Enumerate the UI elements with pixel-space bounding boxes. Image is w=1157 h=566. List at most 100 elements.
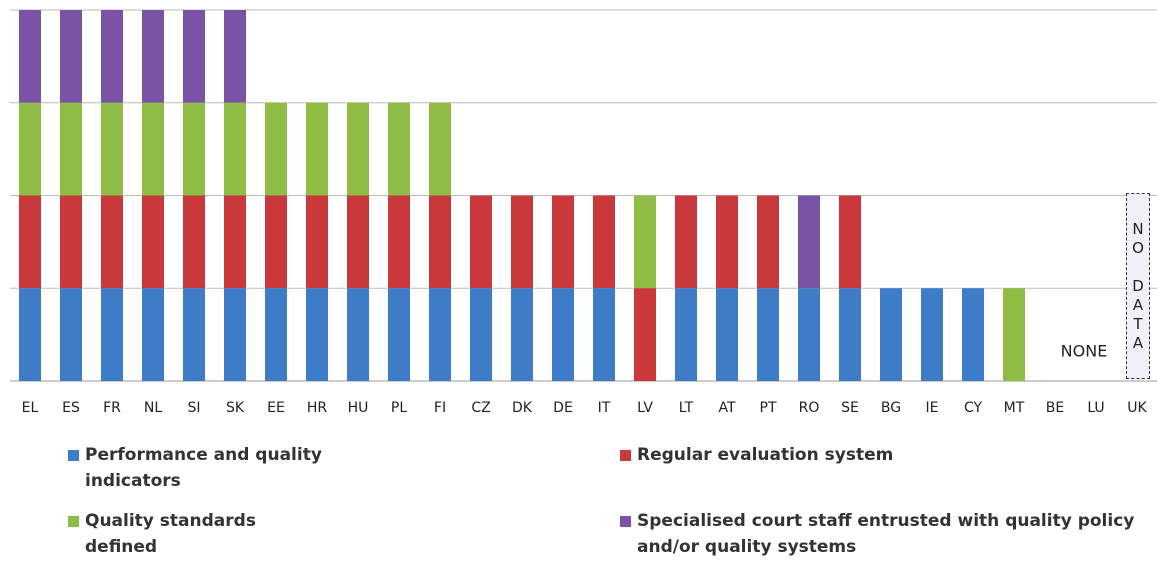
bar-segment [675,288,697,381]
x-tick-label: CY [964,400,983,416]
x-tick-label: LU [1087,400,1104,416]
x-tick-label: MT [1004,400,1025,416]
x-tick-label: HR [307,400,328,416]
bar-segment [142,288,164,381]
bar-segment [265,195,287,289]
bar-segment [265,102,287,196]
x-tick-label: HU [348,400,369,416]
bar-segment [552,288,574,381]
bar-segment [388,102,410,196]
x-tick-label: FI [434,400,446,416]
bar-segment [429,195,451,289]
bar-segment [798,288,820,381]
bar-segment [183,288,205,381]
x-tick-label: PT [760,400,777,416]
bar-segment [962,288,984,381]
bar-segment [716,195,738,289]
bar-segment [634,288,656,381]
bar-segment [347,288,369,381]
bar-segment [757,195,779,289]
bar-segment [798,195,820,289]
legend-swatch [620,450,631,461]
x-tick-label: EE [267,400,285,416]
x-tick-label: FR [103,400,121,416]
bar-segment [19,288,41,381]
bar-segment [306,102,328,196]
annotation: NONE [1061,342,1108,361]
bar-segment [429,102,451,196]
bar-segment [101,195,123,289]
bar-segment [224,195,246,289]
x-tick-label: BG [881,400,901,416]
legend-item: Regular evaluation system [620,442,1037,468]
x-tick-label: CZ [471,400,490,416]
x-tick-label: BE [1046,400,1064,416]
bar-segment [101,102,123,196]
bar-segment [60,288,82,381]
annotation: NO DATA [1126,193,1150,379]
x-tick-label: LV [637,400,653,416]
bar-segment [347,195,369,289]
x-tick-label: IT [598,400,611,416]
bar-segment [19,102,41,196]
bar-segment [142,195,164,289]
bar-segment [60,102,82,196]
x-tick-label: RO [799,400,820,416]
bar-segment [388,288,410,381]
legend-label: Performance and quality indicators [85,445,322,491]
x-tick-label: LT [679,400,694,416]
bar-segment [224,102,246,196]
bar-segment [839,195,861,289]
x-tick-label: ES [62,400,80,416]
x-tick-label: UK [1127,400,1147,416]
bar-segment [306,195,328,289]
bar-segment [19,10,41,103]
x-tick-label: DE [553,400,573,416]
bar-segment [19,195,41,289]
bar-segment [1003,288,1025,381]
legend-label: Quality standards defined [85,511,256,557]
bar-segment [60,195,82,289]
legend-swatch [620,516,631,527]
bar-segment [142,102,164,196]
bar-segment [552,195,574,289]
bar-segment [347,102,369,196]
bar-segment [675,195,697,289]
bar-segment [880,288,902,381]
legend-label: Regular evaluation system [637,445,894,465]
bar-segment [183,10,205,103]
x-tick-label: PL [391,400,407,416]
bar-segment [60,10,82,103]
bar-segment [511,195,533,289]
x-tick-label: SE [841,400,859,416]
legend-swatch [68,450,79,461]
bar-segment [593,195,615,289]
bar-segment [921,288,943,381]
bar-segment [306,288,328,381]
bar-segment [142,10,164,103]
bar-segment [470,195,492,289]
bar-segment [183,102,205,196]
bar-segment [593,288,615,381]
x-tick-label: IE [926,400,939,416]
legend-item: Quality standards defined [68,508,305,560]
bar-segment [511,288,533,381]
bar-segment [757,288,779,381]
x-tick-label: SI [187,400,200,416]
bar-segment [839,288,861,381]
legend-item: Performance and quality indicators [68,442,385,494]
bar-segment [470,288,492,381]
bar-segment [388,195,410,289]
x-tick-label: DK [512,400,533,416]
legend-item: Specialised court staff entrusted with q… [620,508,1157,560]
x-tick-label: EL [22,400,39,416]
bar-segment [224,288,246,381]
bar-segment [224,10,246,103]
bar-segment [634,195,656,289]
legend-label: Specialised court staff entrusted with q… [637,511,1135,557]
bar-segment [101,10,123,103]
legend-swatch [68,516,79,527]
x-tick-label: SK [226,400,245,416]
